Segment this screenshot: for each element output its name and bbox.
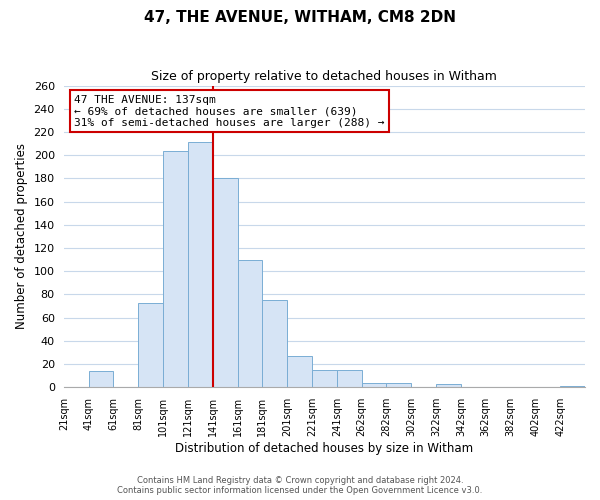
Bar <box>436 384 461 388</box>
Bar <box>386 382 411 388</box>
Bar <box>89 371 113 388</box>
Bar <box>238 260 262 388</box>
Bar <box>362 382 386 388</box>
Bar <box>188 142 213 388</box>
Bar <box>213 178 238 388</box>
Text: 47, THE AVENUE, WITHAM, CM8 2DN: 47, THE AVENUE, WITHAM, CM8 2DN <box>144 10 456 25</box>
Text: Contains HM Land Registry data © Crown copyright and database right 2024.
Contai: Contains HM Land Registry data © Crown c… <box>118 476 482 495</box>
Bar <box>163 150 188 388</box>
Text: 47 THE AVENUE: 137sqm
← 69% of detached houses are smaller (639)
31% of semi-det: 47 THE AVENUE: 137sqm ← 69% of detached … <box>74 94 385 128</box>
Bar <box>560 386 585 388</box>
Bar <box>312 370 337 388</box>
Title: Size of property relative to detached houses in Witham: Size of property relative to detached ho… <box>151 70 497 83</box>
Bar <box>337 370 362 388</box>
Y-axis label: Number of detached properties: Number of detached properties <box>15 144 28 330</box>
X-axis label: Distribution of detached houses by size in Witham: Distribution of detached houses by size … <box>175 442 473 455</box>
Bar <box>138 302 163 388</box>
Bar <box>262 300 287 388</box>
Bar <box>287 356 312 388</box>
